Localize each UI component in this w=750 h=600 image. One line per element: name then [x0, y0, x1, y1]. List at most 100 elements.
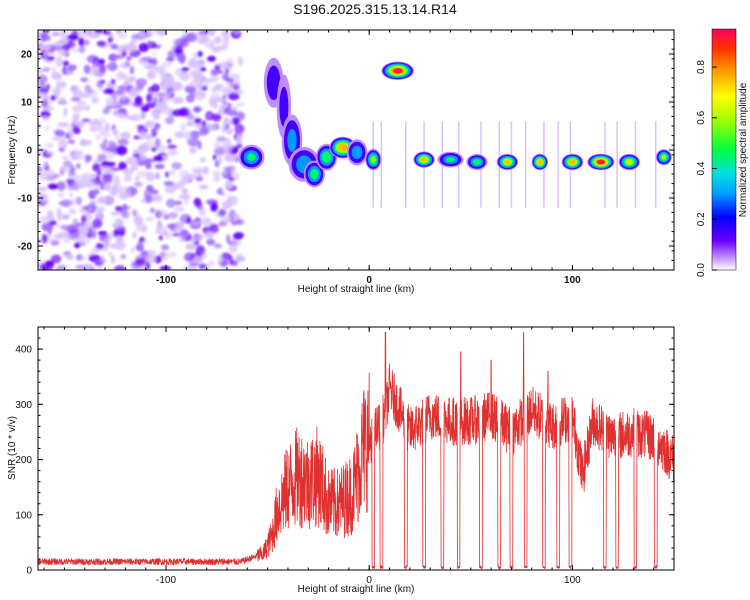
y-tick-label: -20 — [18, 242, 33, 253]
snr-x-label: Height of straight line (km) — [298, 584, 415, 595]
noise-blob — [97, 117, 107, 125]
noise-blob — [189, 70, 195, 78]
noise-blob — [50, 94, 56, 101]
noise-blob — [190, 221, 201, 227]
noise-blob — [62, 60, 70, 67]
noise-blob — [38, 82, 46, 91]
snr-y-ticks: 0 100 200 300 400 — [15, 326, 674, 577]
noise-blob — [118, 70, 123, 78]
noise-blob — [138, 42, 149, 53]
noise-blob — [86, 180, 91, 188]
noise-blob — [180, 122, 187, 132]
noise-blob — [129, 158, 140, 167]
feature-contour — [446, 157, 455, 163]
noise-blob — [209, 223, 219, 234]
noise-blob — [139, 153, 147, 162]
noise-blob — [128, 88, 138, 98]
noise-blob — [154, 229, 161, 235]
noise-blob — [196, 244, 205, 255]
noise-blob — [110, 43, 119, 50]
noise-blob — [114, 265, 126, 270]
noise-blob — [147, 40, 152, 48]
noise-blob — [42, 43, 51, 51]
feature-contour — [310, 169, 319, 179]
noise-blob — [112, 93, 121, 98]
noise-blob — [65, 254, 74, 260]
noise-blob — [164, 171, 170, 178]
noise-blob — [161, 61, 172, 68]
noise-blob — [117, 85, 126, 92]
noise-blob — [83, 223, 90, 234]
noise-blob — [56, 181, 66, 191]
noise-blob — [58, 190, 65, 199]
noise-blob — [158, 234, 164, 241]
noise-blob — [114, 225, 126, 232]
noise-blob — [183, 173, 195, 182]
noise-blob — [83, 205, 90, 211]
noise-blob — [81, 118, 91, 123]
noise-blob — [209, 99, 218, 108]
noise-blob — [193, 197, 202, 207]
noise-blob — [216, 62, 223, 68]
noise-blob — [107, 140, 116, 148]
noise-blob — [129, 65, 134, 75]
noise-blob — [167, 149, 179, 156]
noise-blob — [43, 51, 54, 56]
spectral-feature — [618, 153, 641, 171]
noise-blob — [224, 166, 232, 171]
noise-blob — [224, 68, 230, 75]
y-tick-label: 0 — [26, 146, 32, 157]
noise-blob — [110, 255, 116, 264]
noise-blob — [108, 146, 118, 153]
feature-contour — [504, 159, 511, 165]
chart-title: S196.2025.315.13.14.R14 — [293, 1, 457, 17]
spectrogram-y-ticks: -20 -10 0 10 20 — [18, 29, 674, 271]
noise-blob — [216, 136, 227, 143]
noise-blob — [145, 133, 153, 141]
noise-blob — [154, 138, 161, 148]
feature-contour — [287, 128, 297, 152]
noise-blob — [198, 263, 207, 270]
noise-blob — [152, 194, 163, 203]
noise-blob — [228, 244, 238, 253]
noise-blob — [204, 43, 210, 48]
noise-blob — [58, 99, 66, 105]
noise-blob — [167, 138, 172, 144]
noise-blob — [86, 54, 99, 64]
y-tick-label: 400 — [15, 345, 32, 356]
spectrogram-y-label: Frequency (Hz) — [7, 116, 18, 185]
noise-blob — [78, 37, 85, 47]
noise-blob — [47, 183, 59, 190]
spectrogram-marks — [38, 30, 672, 270]
noise-blob — [110, 79, 116, 85]
noise-blob — [79, 138, 88, 147]
noise-blob — [213, 243, 222, 249]
noise-blob — [113, 175, 121, 186]
noise-blob — [84, 140, 93, 145]
noise-blob — [114, 54, 125, 60]
colorbar-gradient — [711, 28, 737, 271]
noise-blob — [72, 117, 79, 125]
noise-blob — [159, 265, 172, 270]
noise-blob — [40, 110, 51, 119]
noise-blob — [226, 195, 233, 205]
noise-blob — [84, 39, 90, 46]
noise-blob — [179, 73, 191, 82]
noise-blob — [134, 175, 140, 182]
noise-blob — [39, 33, 49, 42]
noise-blob — [123, 175, 133, 183]
noise-blob — [232, 30, 242, 35]
noise-blob — [145, 163, 152, 170]
noise-blob — [213, 36, 222, 45]
noise-blob — [150, 189, 159, 195]
noise-blob — [81, 214, 87, 224]
noise-blob — [218, 156, 223, 164]
noise-blob — [72, 105, 83, 113]
feature-contour — [568, 159, 576, 165]
noise-blob — [107, 232, 115, 239]
noise-blob — [218, 98, 228, 104]
snr-y-label: SNR (10 * v/v) — [7, 416, 18, 480]
noise-blob — [178, 107, 190, 117]
